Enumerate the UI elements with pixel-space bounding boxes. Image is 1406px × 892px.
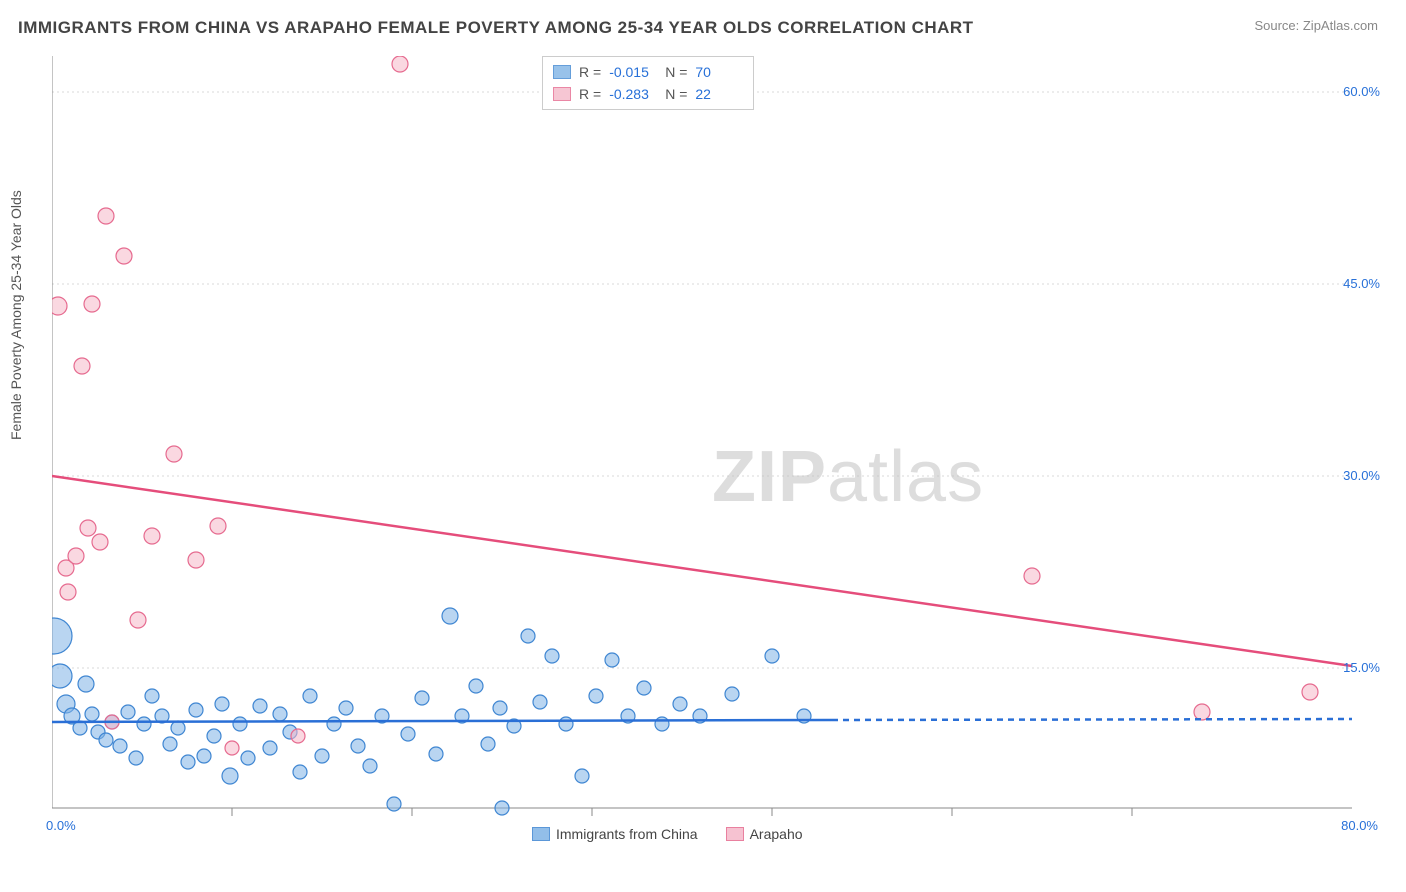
- n-label: N =: [665, 83, 687, 105]
- legend-swatch: [553, 87, 571, 101]
- y-tick-label: 45.0%: [1343, 276, 1380, 291]
- legend-swatch: [553, 65, 571, 79]
- y-tick-label: 30.0%: [1343, 468, 1380, 483]
- x-tick-label: 80.0%: [1341, 818, 1378, 833]
- r-label: R =: [579, 61, 601, 83]
- legend-swatch: [532, 827, 550, 841]
- source-attribution: Source: ZipAtlas.com: [1254, 18, 1378, 33]
- legend-label: Immigrants from China: [556, 826, 698, 842]
- n-value: 70: [695, 61, 743, 83]
- legend-swatch: [726, 827, 744, 841]
- series-legend: Immigrants from China Arapaho: [532, 826, 803, 842]
- r-label: R =: [579, 83, 601, 105]
- correlation-legend-row: R = -0.015 N = 70: [553, 61, 743, 83]
- y-tick-label: 15.0%: [1343, 660, 1380, 675]
- legend-label: Arapaho: [750, 826, 803, 842]
- y-axis-label: Female Poverty Among 25-34 Year Olds: [8, 190, 24, 440]
- r-value: -0.283: [609, 83, 657, 105]
- n-value: 22: [695, 83, 743, 105]
- chart-area: ZIPatlas R =-0.015N =70R =-0.283N =22 Im…: [52, 56, 1378, 840]
- chart-title: IMMIGRANTS FROM CHINA VS ARAPAHO FEMALE …: [18, 18, 974, 38]
- series-legend-item: Arapaho: [726, 826, 803, 842]
- scatter-plot: [52, 56, 1378, 840]
- n-label: N =: [665, 61, 687, 83]
- series-legend-item: Immigrants from China: [532, 826, 698, 842]
- y-tick-label: 60.0%: [1343, 84, 1380, 99]
- correlation-legend-row: R = -0.283 N = 22: [553, 83, 743, 105]
- correlation-legend: R = -0.015 N = 70 R = -0.283 N = 22: [542, 56, 754, 110]
- r-value: -0.015: [609, 61, 657, 83]
- x-tick-label: 0.0%: [46, 818, 76, 833]
